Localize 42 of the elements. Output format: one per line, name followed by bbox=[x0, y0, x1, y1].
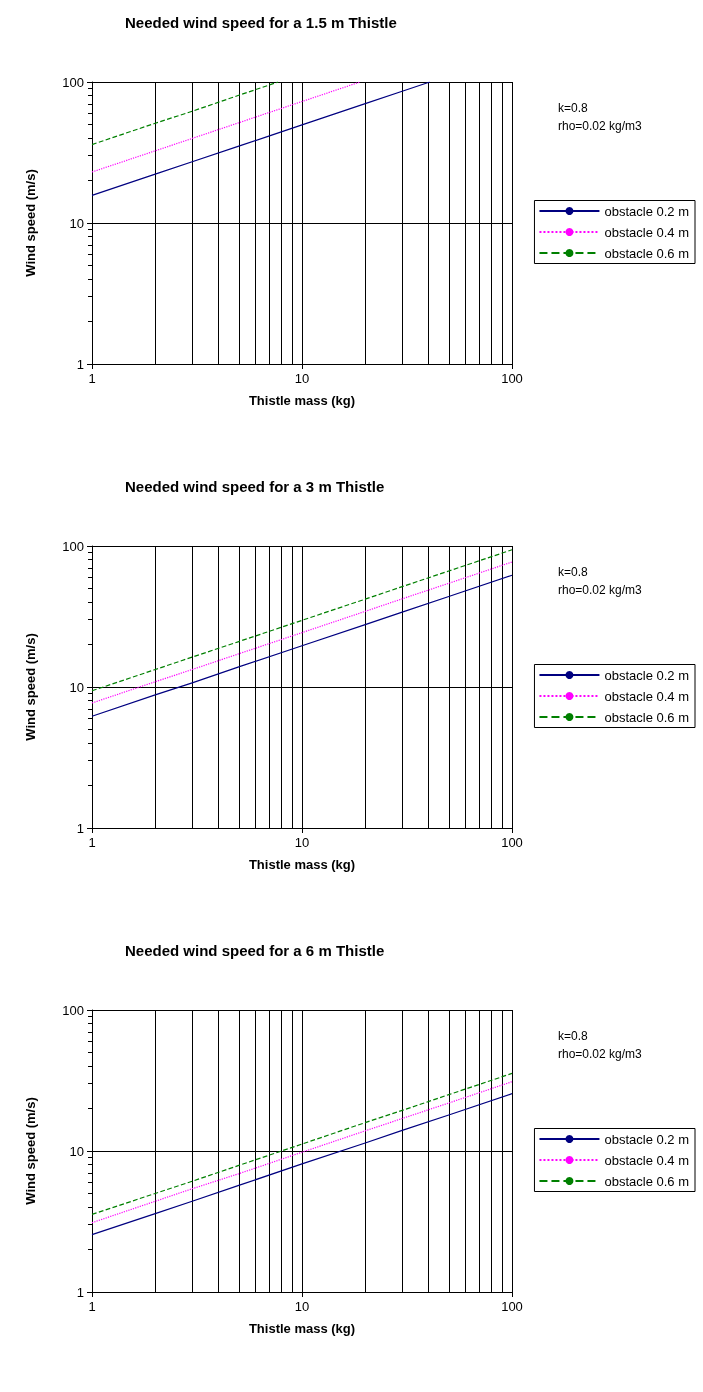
legend-label: obstacle 0.2 m bbox=[604, 667, 689, 683]
legend-label: obstacle 0.6 m bbox=[604, 245, 689, 261]
y-axis-title: Wind speed (m/s) bbox=[23, 1097, 38, 1205]
y-tick-label: 10 bbox=[69, 215, 84, 231]
x-tick-label: 100 bbox=[501, 1299, 523, 1314]
y-tick-label: 1 bbox=[76, 1284, 84, 1300]
x-axis-title: Thistle mass (kg) bbox=[248, 393, 356, 408]
legend-label: obstacle 0.4 m bbox=[604, 224, 689, 240]
legend-label: obstacle 0.4 m bbox=[604, 1152, 689, 1168]
text: rho=0.02 kg/m3 bbox=[558, 1047, 643, 1061]
x-tick-label: 1 bbox=[88, 371, 96, 386]
text: k=0.8 bbox=[558, 101, 589, 115]
y-axis-title: Wind speed (m/s) bbox=[23, 633, 38, 741]
chart-title: Needed wind speed for a 6 m Thistle bbox=[125, 942, 385, 959]
y-tick-label: 10 bbox=[69, 679, 84, 695]
y-tick-label: 1 bbox=[76, 820, 84, 836]
x-tick-label: 1 bbox=[88, 835, 96, 850]
text: k=0.8 bbox=[558, 1029, 589, 1043]
x-axis-title: Thistle mass (kg) bbox=[248, 857, 356, 872]
legend-label: obstacle 0.4 m bbox=[604, 688, 689, 704]
text: rho=0.02 kg/m3 bbox=[558, 583, 643, 597]
text: k=0.8 bbox=[558, 565, 589, 579]
y-tick-label: 100 bbox=[62, 1002, 84, 1018]
y-axis-title: Wind speed (m/s) bbox=[23, 169, 38, 277]
chart-title: Needed wind speed for a 1.5 m Thistle bbox=[125, 14, 397, 31]
text: rho=0.02 kg/m3 bbox=[558, 119, 643, 133]
y-tick-label: 10 bbox=[69, 1143, 84, 1159]
x-tick-label: 1 bbox=[88, 1299, 96, 1314]
x-tick-label: 10 bbox=[294, 835, 310, 850]
x-tick-label: 100 bbox=[501, 371, 523, 386]
legend-label: obstacle 0.2 m bbox=[604, 1131, 689, 1147]
legend-label: obstacle 0.6 m bbox=[604, 1173, 689, 1189]
x-tick-label: 10 bbox=[294, 1299, 310, 1314]
x-tick-label: 10 bbox=[294, 371, 310, 386]
y-tick-label: 100 bbox=[62, 538, 84, 554]
legend-label: obstacle 0.2 m bbox=[604, 203, 689, 219]
x-tick-label: 100 bbox=[501, 835, 523, 850]
x-axis-title: Thistle mass (kg) bbox=[248, 1321, 356, 1336]
y-tick-label: 1 bbox=[76, 356, 84, 372]
legend-label: obstacle 0.6 m bbox=[604, 709, 689, 725]
chart-title: Needed wind speed for a 3 m Thistle bbox=[125, 478, 385, 495]
y-tick-label: 100 bbox=[62, 74, 84, 90]
